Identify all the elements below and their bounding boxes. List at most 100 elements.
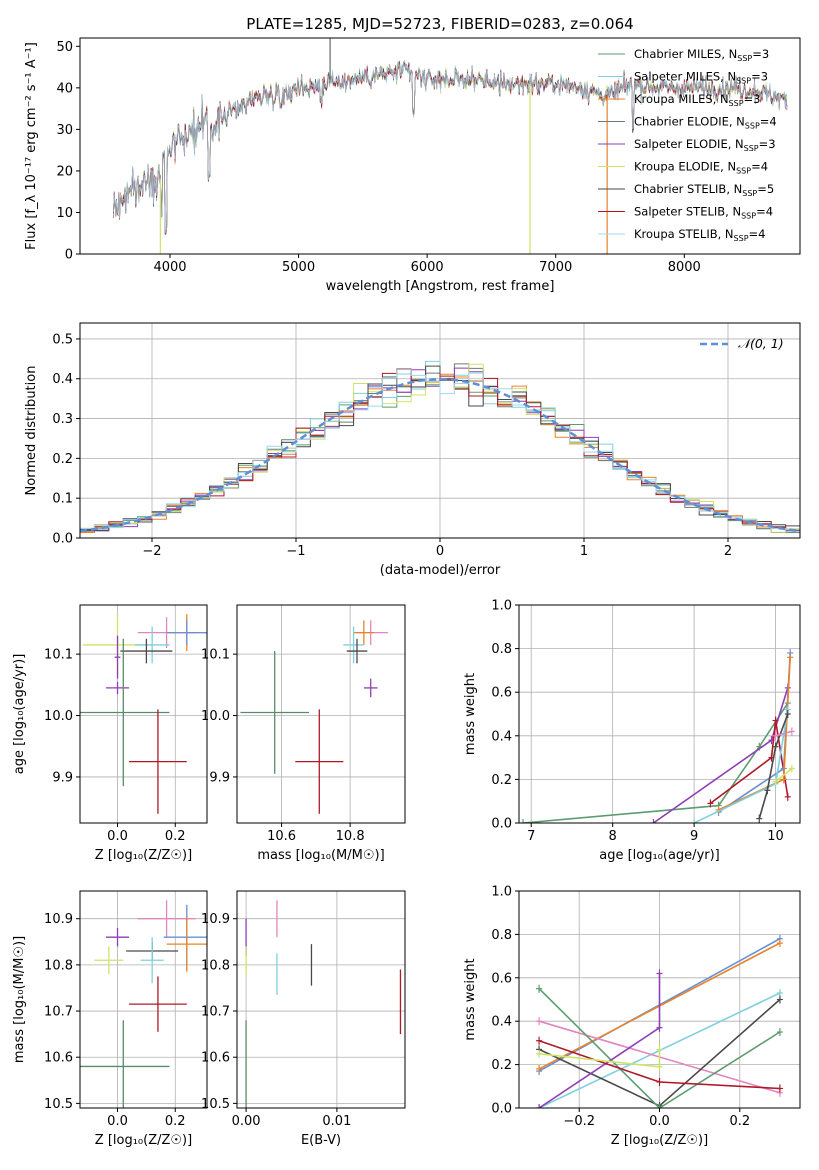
plot-area <box>536 934 783 1108</box>
legend-label: Salpeter STELIB, NSSP=4 <box>634 205 773 221</box>
legend-text: =4 <box>760 115 777 129</box>
y-tick-label: 0.6 <box>491 971 512 986</box>
x-tick-label: 7 <box>527 829 535 844</box>
x-tick-label: −2 <box>142 544 161 559</box>
legend-text: Kroupa ELODIE, N <box>634 160 736 174</box>
y-tick-label: 0.4 <box>491 729 512 744</box>
x-tick-label: 0.0 <box>107 829 128 844</box>
legend-text: Salpeter STELIB, N <box>634 205 741 219</box>
chart-panel-age_vs_mass: 10.6 10.8 9.9 10.0 10.1 mass [log₁₀(M/M☉)] <box>201 604 406 863</box>
spectrum-series-9 <box>113 61 788 234</box>
legend-text: Chabrier STELIB, N <box>634 182 742 196</box>
data-point <box>94 946 124 975</box>
plot-area <box>80 900 207 1108</box>
chart-panel-spectrum: 4000 5000 6000 7000 8000 0 10 20 30 40 50 wavelengt… <box>24 37 801 294</box>
y-axis-label: mass [log₁₀(M/M☉)] <box>12 936 27 1063</box>
axes-frame <box>236 890 406 1109</box>
weight-series-7 <box>538 973 661 1108</box>
x-tick-label: 10.6 <box>267 829 296 844</box>
weight-series-6 <box>538 988 781 1108</box>
y-tick-label: 0 <box>65 248 73 263</box>
axes-frame <box>236 604 406 824</box>
chart-panel-age_vs_Z: 0.0 0.2 9.9 10.0 10.1 Z [log₁₀(Z/Z☉)] age [log… <box>12 604 208 863</box>
y-tick-label: 0.1 <box>52 492 73 507</box>
data-point <box>353 620 375 645</box>
data-point <box>363 678 378 698</box>
legend-subscript: SSP <box>736 167 751 176</box>
legend-subscript: SSP <box>734 234 749 243</box>
y-tick-label: 9.9 <box>52 770 73 785</box>
x-axis-label: E(B-V) <box>301 1133 341 1148</box>
chart-panel-weight_vs_age: 7 8 9 10 0.0 0.2 0.4 0.6 0.8 1.0 age [log₁₀(age/yr… <box>463 599 801 863</box>
legend-text: Kroupa MILES, N <box>634 92 729 106</box>
x-tick-label: 1 <box>580 544 588 559</box>
x-tick-label: 8000 <box>668 260 701 275</box>
chart-panel-weight_vs_Z: −0.2 0.0 0.2 0.0 0.2 0.4 0.6 0.8 1.0 Z [log₁₀(Z/Z… <box>463 885 801 1148</box>
legend-text: Salpeter ELODIE, N <box>634 137 744 151</box>
plot-area <box>520 648 795 823</box>
x-tick-label: 0.01 <box>322 1114 351 1129</box>
weight-series-7 <box>758 713 789 819</box>
legend-label: Kroupa STELIB, NSSP=4 <box>634 227 765 243</box>
y-tick-label: 0.4 <box>52 372 73 387</box>
y-tick-label: 10.9 <box>201 912 230 927</box>
legend-text: =5 <box>757 182 774 196</box>
legend-text: =4 <box>756 205 773 219</box>
legend-subscript: SSP <box>729 99 744 108</box>
data-point <box>166 916 207 972</box>
x-tick-label: 2 <box>724 544 732 559</box>
y-tick-label: 0.4 <box>491 1015 512 1030</box>
data-point <box>105 927 130 947</box>
data-point <box>140 937 164 984</box>
legend-subscript: SSP <box>741 212 756 221</box>
weight-series-8 <box>775 767 793 783</box>
y-axis-label: mass weight <box>463 673 478 755</box>
residual-histogram-9 <box>80 369 800 532</box>
legend-text: Salpeter MILES, N <box>634 70 736 84</box>
y-tick-label: 10.6 <box>201 1051 230 1066</box>
chart-panel-mass_vs_EBV: 0.00 0.01 10.5 10.6 10.7 10.8 10.9 E(B-V) <box>201 890 406 1148</box>
y-tick-label: 10.0 <box>201 709 230 724</box>
weight-series-3 <box>709 720 789 805</box>
x-tick-label: 5000 <box>282 260 315 275</box>
figure-title: PLATE=1285, MJD=52723, FIBERID=0283, z=0… <box>246 15 633 33</box>
data-point <box>80 1020 170 1108</box>
data-point <box>114 635 121 679</box>
legend-text: =3 <box>759 137 776 151</box>
axes-frame <box>79 890 208 1109</box>
y-tick-label: 10.7 <box>201 1005 230 1020</box>
y-tick-label: 10 <box>56 206 73 221</box>
legend-label: Chabrier MILES, NSSP=3 <box>634 47 769 63</box>
x-axis-label: Z [log₁₀(Z/Z☉)] <box>95 848 192 863</box>
x-tick-label: −0.2 <box>563 1114 595 1129</box>
y-tick-label: 9.9 <box>209 770 230 785</box>
axes-frame <box>518 604 801 824</box>
y-tick-label: 0.0 <box>491 1102 512 1117</box>
legend-label: Salpeter ELODIE, NSSP=3 <box>634 137 776 153</box>
legend-text: =3 <box>752 47 769 61</box>
y-axis-label: Normed distribution <box>24 366 39 496</box>
y-tick-label: 40 <box>56 81 73 96</box>
data-point <box>166 620 207 645</box>
y-tick-label: 10.9 <box>44 912 73 927</box>
legend-label: Chabrier STELIB, NSSP=5 <box>634 182 774 198</box>
axes-frame <box>79 37 801 255</box>
y-tick-label: 10.1 <box>44 648 73 663</box>
x-tick-label: 4000 <box>153 260 186 275</box>
legend-text: Chabrier MILES, N <box>634 47 737 61</box>
y-tick-label: 10.5 <box>201 1097 230 1112</box>
legend-text: Chabrier ELODIE, N <box>634 115 745 129</box>
x-tick-label: 7000 <box>539 260 572 275</box>
x-tick-label: 10 <box>767 829 784 844</box>
y-tick-label: 10.5 <box>44 1097 73 1112</box>
x-tick-label: −1 <box>286 544 305 559</box>
weight-series-1 <box>523 702 789 823</box>
y-tick-label: 0.2 <box>491 1058 512 1073</box>
x-axis-label: Z [log₁₀(Z/Z☉)] <box>95 1133 192 1148</box>
legend-subscript: SSP <box>737 54 752 63</box>
x-axis-label: age [log₁₀(age/yr)] <box>599 848 720 863</box>
weight-series-9 <box>775 730 793 737</box>
legend-label: Kroupa MILES, NSSP=3 <box>634 92 760 108</box>
y-tick-label: 10.6 <box>44 1051 73 1066</box>
x-axis-label: wavelength [Angstrom, rest frame] <box>326 279 555 294</box>
